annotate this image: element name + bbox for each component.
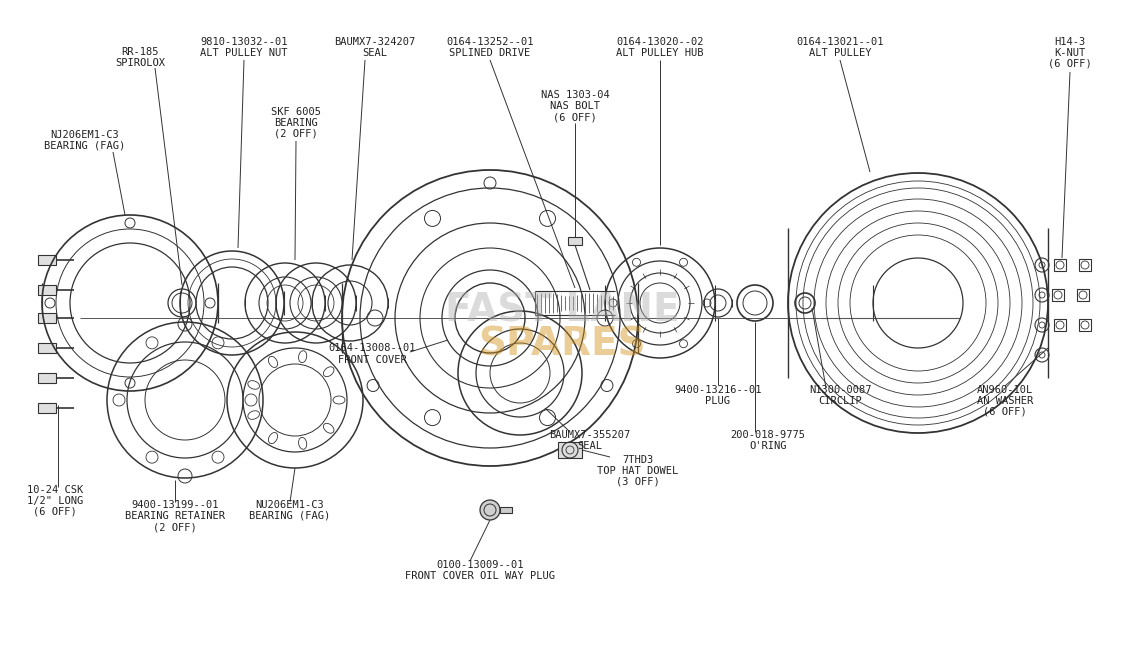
Text: PLUG: PLUG (706, 396, 731, 406)
Text: ALT PULLEY HUB: ALT PULLEY HUB (616, 48, 704, 58)
Text: O'RING: O'RING (750, 441, 787, 451)
Text: N1300-0087: N1300-0087 (809, 385, 871, 395)
Bar (1079, 319, 1091, 331)
Bar (1054, 259, 1066, 271)
Text: TOP HAT DOWEL: TOP HAT DOWEL (597, 466, 679, 476)
Bar (1077, 289, 1089, 301)
Bar (558, 442, 582, 458)
Text: CIRCLIP: CIRCLIP (818, 396, 862, 406)
Text: 0164-13021--01: 0164-13021--01 (796, 37, 883, 47)
Text: (6 OFF): (6 OFF) (984, 407, 1027, 417)
Text: SPARES: SPARES (478, 326, 646, 364)
Text: H14-3: H14-3 (1054, 37, 1086, 47)
Text: BEARING (FAG): BEARING (FAG) (44, 141, 126, 151)
Text: 9810-13032--01: 9810-13032--01 (200, 37, 288, 47)
Text: 0164-13008--01: 0164-13008--01 (328, 343, 416, 353)
Bar (38, 313, 56, 323)
Bar (500, 507, 513, 513)
Text: (6 OFF): (6 OFF) (1048, 59, 1091, 69)
Bar (38, 343, 56, 353)
Text: 0164-13020--02: 0164-13020--02 (616, 37, 704, 47)
Bar (1054, 319, 1066, 331)
Text: (2 OFF): (2 OFF) (274, 129, 318, 139)
Bar (568, 237, 582, 245)
Bar (38, 403, 56, 413)
Text: SPLINED DRIVE: SPLINED DRIVE (450, 48, 531, 58)
Text: (6 OFF): (6 OFF) (553, 112, 597, 122)
Text: 7THD3: 7THD3 (623, 455, 654, 465)
Text: AN WASHER: AN WASHER (977, 396, 1033, 406)
Text: (6 OFF): (6 OFF) (33, 507, 76, 517)
Text: ALT PULLEY NUT: ALT PULLEY NUT (200, 48, 288, 58)
Text: FRONT COVER OIL WAY PLUG: FRONT COVER OIL WAY PLUG (405, 571, 555, 581)
Bar (1079, 259, 1091, 271)
Text: BAUMX7-355207: BAUMX7-355207 (550, 430, 631, 440)
Text: SEAL: SEAL (363, 48, 388, 58)
Text: SPIROLOX: SPIROLOX (115, 58, 165, 68)
Text: K-NUT: K-NUT (1054, 48, 1086, 58)
Text: 200-018-9775: 200-018-9775 (731, 430, 806, 440)
Text: BEARING: BEARING (274, 118, 318, 128)
Text: 9400-13199--01: 9400-13199--01 (132, 500, 219, 510)
Text: BEARING (FAG): BEARING (FAG) (250, 511, 330, 521)
Bar (38, 373, 56, 383)
Text: 10-24 CSK: 10-24 CSK (27, 485, 83, 495)
Text: 1/2" LONG: 1/2" LONG (27, 496, 83, 506)
Text: SKF 6005: SKF 6005 (271, 107, 321, 117)
Text: AN960-10L: AN960-10L (977, 385, 1033, 395)
Bar (1052, 289, 1064, 301)
Text: SEAL: SEAL (578, 441, 602, 451)
Bar (38, 255, 56, 265)
Text: ALT PULLEY: ALT PULLEY (809, 48, 871, 58)
Circle shape (480, 500, 500, 520)
Text: RR-185: RR-185 (121, 47, 158, 57)
Text: 0164-13252--01: 0164-13252--01 (446, 37, 534, 47)
Text: 0100-13009--01: 0100-13009--01 (436, 560, 524, 570)
Text: 9400-13216--01: 9400-13216--01 (674, 385, 762, 395)
Text: NAS BOLT: NAS BOLT (550, 101, 600, 111)
Text: BAUMX7-324207: BAUMX7-324207 (334, 37, 416, 47)
Text: (2 OFF): (2 OFF) (153, 522, 197, 532)
Text: NJ206EM1-C3: NJ206EM1-C3 (51, 130, 119, 140)
Text: NU206EM1-C3: NU206EM1-C3 (255, 500, 325, 510)
Text: NAS 1303-04: NAS 1303-04 (541, 90, 609, 100)
Text: (3 OFF): (3 OFF) (616, 477, 660, 487)
Text: FRONT COVER: FRONT COVER (337, 355, 407, 365)
Bar (38, 285, 56, 295)
Text: BEARING RETAINER: BEARING RETAINER (125, 511, 225, 521)
Text: FAST LANE: FAST LANE (445, 291, 679, 329)
